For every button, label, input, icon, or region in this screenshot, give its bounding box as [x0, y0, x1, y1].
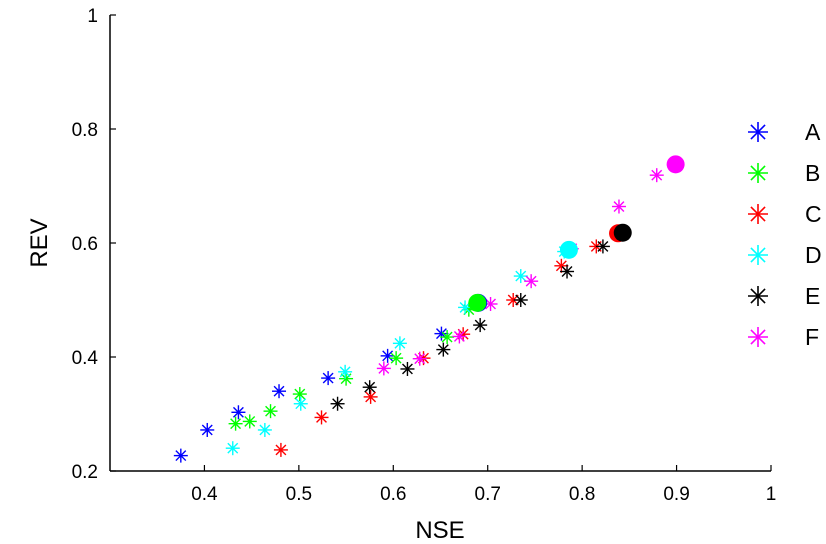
- legend-label: F: [805, 324, 819, 350]
- highlight-point: [666, 155, 685, 174]
- data-point: [436, 342, 451, 357]
- data-point: [524, 274, 539, 289]
- data-point: [595, 239, 610, 254]
- x-tick-label: 0.6: [380, 484, 406, 505]
- data-point: [513, 269, 528, 284]
- data-point: [338, 364, 353, 379]
- data-point: [412, 351, 427, 366]
- x-tick-label: 0.4: [191, 484, 218, 505]
- data-point: [339, 371, 354, 386]
- data-point: [257, 422, 272, 437]
- highlight-point: [559, 240, 578, 259]
- legend-marker: [748, 286, 768, 306]
- data-point: [376, 361, 391, 376]
- data-points: [173, 168, 664, 463]
- x-tick-label: 1: [766, 484, 777, 505]
- data-point: [392, 336, 407, 351]
- data-point: [228, 416, 243, 431]
- y-ticks: 0.2 0.4 0.6 0.8 1: [72, 6, 116, 483]
- data-point: [362, 380, 377, 395]
- y-tick-label: 0.8: [72, 120, 98, 141]
- data-point: [273, 442, 288, 457]
- legend-label: D: [805, 242, 822, 268]
- x-tick-label: 0.5: [286, 484, 312, 505]
- legend-marker: [748, 245, 768, 265]
- data-point: [293, 396, 308, 411]
- y-tick-label: 1: [87, 6, 98, 27]
- data-point: [554, 258, 569, 273]
- x-tick-label: 0.9: [663, 484, 689, 505]
- data-point: [321, 371, 336, 386]
- data-point: [560, 264, 575, 279]
- x-tick-label: 0.8: [569, 484, 595, 505]
- y-tick-label: 0.2: [72, 462, 98, 483]
- data-point: [473, 318, 488, 333]
- data-point: [292, 387, 307, 402]
- data-point: [456, 327, 471, 342]
- data-point: [400, 361, 415, 376]
- data-point: [440, 330, 455, 345]
- x-ticks: 0.4 0.5 0.6 0.7 0.8 0.9 1: [191, 465, 776, 505]
- data-point: [242, 414, 257, 429]
- data-point: [173, 448, 188, 463]
- data-point: [263, 404, 278, 419]
- legend-label: B: [805, 160, 820, 186]
- highlight-point: [468, 293, 487, 312]
- y-axis-label: REV: [26, 218, 53, 267]
- legend-label: E: [805, 283, 820, 309]
- axes: [109, 15, 771, 472]
- legend-label: C: [805, 201, 822, 227]
- data-point: [389, 351, 404, 366]
- data-point: [200, 422, 215, 437]
- data-point: [611, 199, 626, 214]
- y-tick-label: 0.6: [72, 234, 98, 255]
- data-point: [314, 410, 329, 425]
- highlight-points: [468, 155, 685, 312]
- legend-marker: [748, 163, 768, 183]
- data-point: [225, 441, 240, 456]
- data-point: [649, 168, 664, 183]
- data-point: [330, 396, 345, 411]
- data-point: [513, 293, 528, 307]
- highlight-point: [613, 223, 632, 242]
- data-point: [231, 405, 246, 420]
- data-point: [452, 329, 467, 344]
- legend-label: A: [805, 119, 821, 145]
- data-point: [272, 384, 287, 399]
- legend-marker: [748, 204, 768, 224]
- data-point: [380, 348, 395, 363]
- data-point: [483, 296, 498, 311]
- legend-marker: [748, 327, 768, 347]
- legend-marker: [748, 122, 768, 142]
- x-tick-label: 0.7: [475, 484, 501, 505]
- x-axis-label: NSE: [415, 517, 464, 544]
- y-tick-label: 0.4: [72, 348, 99, 369]
- data-point: [363, 389, 378, 404]
